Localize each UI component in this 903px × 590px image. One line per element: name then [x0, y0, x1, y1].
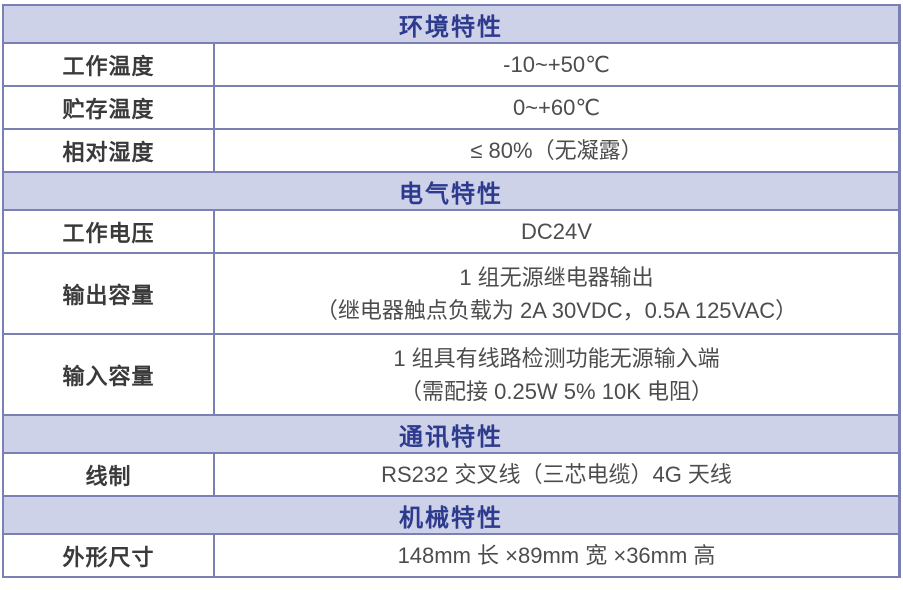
spec-value-line: （继电器触点负载为 2A 30VDC，0.5A 125VAC）	[315, 297, 798, 323]
spec-label: 相对湿度	[4, 130, 215, 171]
spec-label: 工作电压	[4, 211, 215, 252]
section-title: 机械特性	[399, 504, 503, 532]
spec-value: 1 组无源继电器输出 （继电器触点负载为 2A 30VDC，0.5A 125VA…	[215, 254, 898, 333]
spec-value: RS232 交叉线（三芯电缆）4G 天线	[215, 454, 898, 495]
spec-label: 贮存温度	[4, 87, 215, 128]
spec-value: 148mm 长 ×89mm 宽 ×36mm 高	[215, 535, 898, 576]
table-row: 工作电压 DC24V	[4, 209, 898, 252]
spec-value-line: 148mm 长 ×89mm 宽 ×36mm 高	[397, 543, 716, 568]
table-row: 工作温度 -10~+50℃	[4, 42, 898, 85]
table-row: 贮存温度 0~+60℃	[4, 85, 898, 128]
table-row: 输出容量 1 组无源继电器输出 （继电器触点负载为 2A 30VDC，0.5A …	[4, 252, 898, 333]
table-row: 相对湿度 ≤ 80%（无凝露）	[4, 128, 898, 171]
spec-value: ≤ 80%（无凝露）	[215, 130, 898, 171]
spec-value-line: DC24V	[521, 219, 592, 244]
section-title: 通讯特性	[399, 423, 503, 451]
specification-table: 环境特性 工作温度 -10~+50℃ 贮存温度 0~+60℃ 相对湿度 ≤ 80…	[2, 4, 901, 578]
spec-label: 工作温度	[4, 44, 215, 85]
section-title: 电气特性	[399, 180, 503, 208]
spec-label: 输入容量	[4, 335, 215, 414]
section-header-electrical: 电气特性	[4, 171, 898, 209]
spec-value-line: 1 组无源继电器输出	[459, 264, 654, 290]
table-row: 线制 RS232 交叉线（三芯电缆）4G 天线	[4, 452, 898, 495]
spec-value-line: -10~+50℃	[503, 52, 610, 77]
section-header-mechanical: 机械特性	[4, 495, 898, 533]
spec-label: 输出容量	[4, 254, 215, 333]
spec-label: 线制	[4, 454, 215, 495]
section-title: 环境特性	[399, 13, 503, 41]
table-row: 输入容量 1 组具有线路检测功能无源输入端 （需配接 0.25W 5% 10K …	[4, 333, 898, 414]
spec-value-line: ≤ 80%（无凝露）	[470, 138, 643, 163]
spec-value-line: 1 组具有线路检测功能无源输入端	[393, 345, 720, 371]
section-header-environment: 环境特性	[4, 6, 898, 42]
spec-value-line: 0~+60℃	[512, 95, 601, 120]
spec-value: DC24V	[215, 211, 898, 252]
section-header-communication: 通讯特性	[4, 414, 898, 452]
table-row: 外形尺寸 148mm 长 ×89mm 宽 ×36mm 高	[4, 533, 898, 576]
spec-value: 0~+60℃	[215, 87, 898, 128]
spec-value: 1 组具有线路检测功能无源输入端 （需配接 0.25W 5% 10K 电阻）	[215, 335, 898, 414]
spec-value-line: （需配接 0.25W 5% 10K 电阻）	[400, 378, 713, 404]
spec-value: -10~+50℃	[215, 44, 898, 85]
spec-value-line: RS232 交叉线（三芯电缆）4G 天线	[381, 462, 732, 487]
spec-label: 外形尺寸	[4, 535, 215, 576]
